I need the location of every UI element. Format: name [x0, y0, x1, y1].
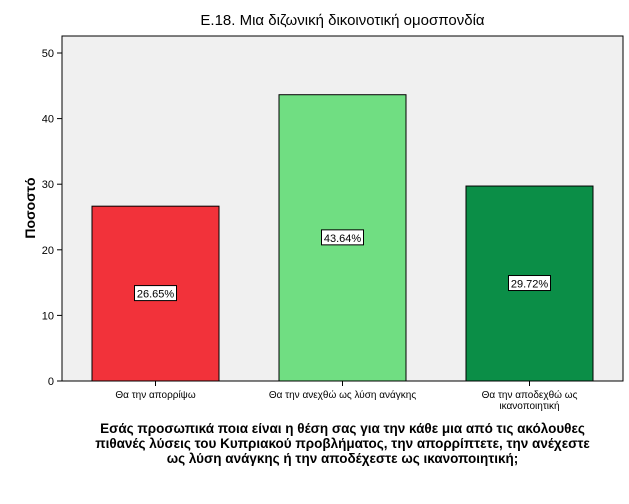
chart-title: Ε.18. Μια διζωνική δικοινοτική ομοσπονδί…	[200, 12, 485, 29]
data-label: 43.64%	[324, 233, 362, 245]
y-tick-label: 20	[42, 245, 54, 257]
data-label-box	[134, 285, 177, 302]
x-tick-label: Θα την απορρίψω	[115, 389, 195, 401]
y-tick-label: 50	[42, 48, 54, 60]
y-tick-label: 0	[48, 376, 54, 388]
x-tick-label: Θα την αποδεχθώ ως	[482, 389, 578, 401]
x-axis: Θα την απορρίψω Θα την ανεχθώ ως λύση ανά…	[115, 381, 578, 412]
bars: 26.65% 43.64% 29.72%	[91, 94, 594, 382]
data-label: 29.72%	[511, 279, 549, 291]
y-tick-label: 10	[42, 310, 54, 322]
x-tick-label: ικανοποιητική	[499, 400, 559, 412]
y-axis-label: Ποσοστό	[22, 177, 38, 239]
y-tick-label: 30	[42, 179, 54, 191]
data-label-box	[508, 275, 551, 292]
y-axis: 0 10 20 30 40 50	[42, 48, 62, 388]
x-axis-label: Εσάς προσωπικά ποια είναι η θέση σας για…	[95, 421, 590, 466]
data-label-box	[321, 229, 364, 246]
y-tick-label: 40	[42, 114, 54, 126]
data-label: 26.65%	[137, 289, 175, 301]
x-tick-label: Θα την ανεχθώ ως λύση ανάγκης	[269, 389, 417, 401]
